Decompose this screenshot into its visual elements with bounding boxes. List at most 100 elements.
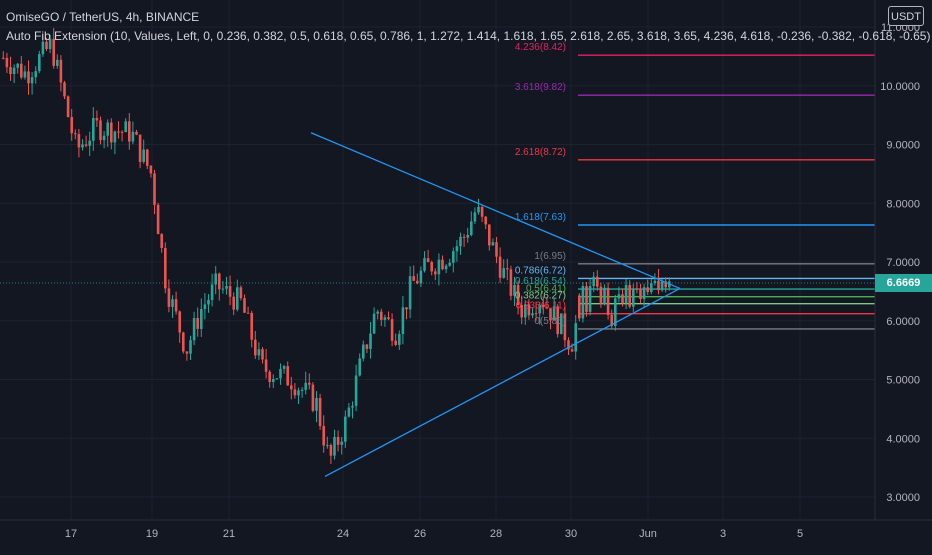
symbol-title[interactable]: OmiseGO / TetherUS, 4h, BINANCE <box>6 10 200 24</box>
candle-body <box>552 306 556 321</box>
candle-body <box>394 340 397 345</box>
candle-body <box>232 296 235 310</box>
candle-body <box>513 284 516 296</box>
price-axis[interactable]: 11.000010.00009.00008.00007.00006.00005.… <box>874 0 920 520</box>
candle-body <box>106 122 109 136</box>
fib-level-label: 1.618(7.63) <box>515 212 566 223</box>
candle-body <box>405 307 408 310</box>
candle-body <box>347 407 351 417</box>
candle-body <box>192 318 196 341</box>
candle-body <box>38 54 41 72</box>
candle-body <box>200 309 203 329</box>
candle-body <box>549 308 552 321</box>
indicator-legend[interactable]: Auto Fib Extension (10, Values, Left, 0,… <box>6 29 931 43</box>
fib-level-label: 0(5.86) <box>534 316 566 327</box>
candle-body <box>315 397 318 411</box>
candle-body <box>498 256 502 278</box>
candle-body <box>45 41 48 50</box>
candle-body <box>88 140 91 146</box>
time-tick-label: 3 <box>720 528 726 540</box>
candle-body <box>408 276 412 310</box>
candle-body <box>203 304 207 310</box>
candle-body <box>149 165 153 174</box>
candle-body <box>77 134 81 148</box>
candle-body <box>221 288 225 290</box>
candle-body <box>30 77 34 84</box>
fib-level-label: 0.5(6.41) <box>526 284 566 295</box>
candle-body <box>322 426 325 446</box>
price-tick-label: 4.0000 <box>886 433 920 445</box>
candle-body <box>207 299 210 305</box>
time-tick-label: 5 <box>797 528 803 540</box>
candle-body <box>66 96 70 118</box>
candle-body <box>628 284 631 307</box>
candle-body <box>178 311 181 333</box>
candle-body <box>196 318 199 329</box>
candle-body <box>664 281 667 288</box>
candle-body <box>534 313 538 315</box>
candle-body <box>120 131 124 133</box>
candle-body <box>578 295 581 319</box>
candle-body <box>9 67 12 75</box>
candle-body <box>160 234 163 248</box>
candle-body <box>520 305 523 318</box>
candle-body <box>171 299 174 307</box>
candle-body <box>657 280 660 291</box>
candle-body <box>48 38 52 50</box>
candle-body <box>27 71 30 84</box>
candle-body <box>210 284 214 300</box>
candle-body <box>632 288 635 307</box>
price-tick-label: 7.0000 <box>886 257 920 269</box>
time-axis[interactable]: 17 19 21 24 26 28 30 Jun 3 5 <box>65 528 803 540</box>
currency-button[interactable]: USDT <box>888 6 924 26</box>
candle-body <box>243 298 246 313</box>
time-tick-label: 30 <box>565 528 577 540</box>
candle-body <box>340 441 343 445</box>
candle-body <box>236 287 239 310</box>
candle-body <box>401 307 405 334</box>
candle-body <box>390 319 394 341</box>
candle-body <box>430 262 433 272</box>
fib-level-label: 0.382(6.27) <box>515 291 566 302</box>
candle-body <box>570 349 574 352</box>
candle-body <box>304 382 307 390</box>
candle-body <box>135 131 138 135</box>
candle-body <box>344 416 347 442</box>
candle-body <box>279 368 282 379</box>
candle-body <box>102 135 106 141</box>
candle-body <box>92 118 95 141</box>
candle-body <box>437 259 441 275</box>
candle-body <box>290 385 293 390</box>
candle-body <box>254 339 257 356</box>
candle-body <box>225 286 228 289</box>
candle-body <box>333 436 336 456</box>
candle-body <box>473 212 477 222</box>
candle-body <box>124 121 127 133</box>
candle-body <box>264 359 268 372</box>
candle-body <box>398 333 401 345</box>
candle-body <box>617 294 621 299</box>
candle-body <box>297 390 300 396</box>
candle-body <box>293 389 297 396</box>
time-tick-label: 28 <box>490 528 502 540</box>
candle-body <box>34 71 37 78</box>
current-price-badge: 6.6669 <box>875 274 932 292</box>
candle-body <box>131 131 135 142</box>
candle-body <box>596 276 599 287</box>
candle-body <box>156 204 160 235</box>
time-tick-label: 24 <box>337 528 349 540</box>
price-tick-label: 8.0000 <box>886 198 920 210</box>
candle-body <box>624 284 628 304</box>
candle-body <box>592 276 595 287</box>
candle-body <box>239 287 243 299</box>
candle-body <box>70 117 73 134</box>
candle-body <box>516 284 520 306</box>
candle-body <box>329 445 333 456</box>
price-tick-label: 6.0000 <box>886 316 920 328</box>
candle-body <box>95 118 99 121</box>
candle-body <box>560 313 563 335</box>
candle-body <box>383 317 387 320</box>
candle-body <box>563 313 567 341</box>
